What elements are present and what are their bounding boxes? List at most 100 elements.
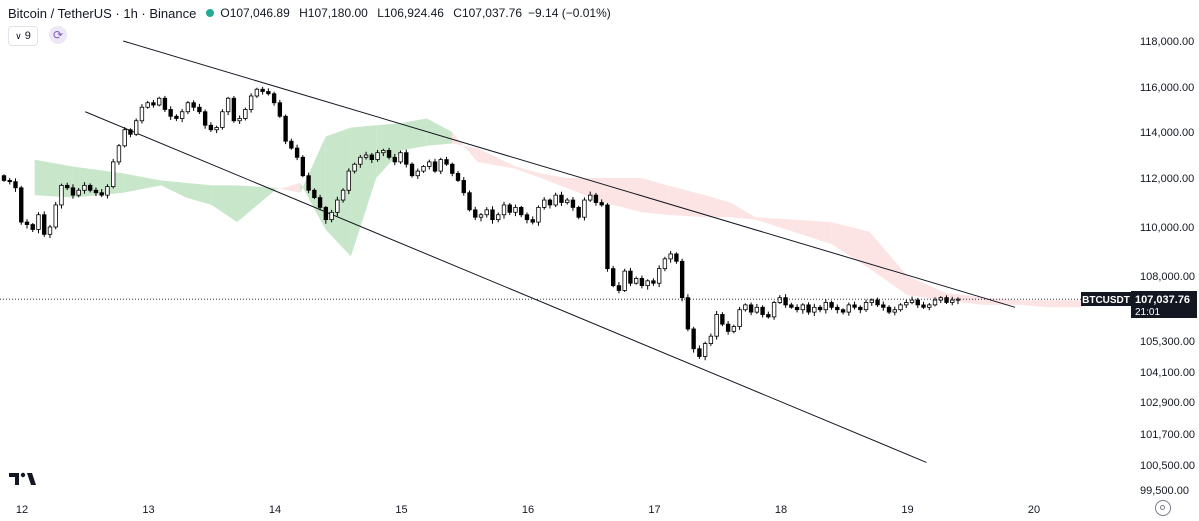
candle-body: [283, 115, 288, 142]
time-axis[interactable]: 12 13 14 15 16 17 18 19 20: [16, 504, 1040, 516]
y-tick-label: 101,700.00: [1140, 429, 1195, 441]
candle-body: [202, 111, 208, 126]
candle: [674, 252, 679, 264]
y-tick-label: 118,000.00: [1140, 36, 1194, 48]
y-tick-label: 116,000.00: [1140, 82, 1194, 94]
cloud-segment: [325, 127, 351, 257]
symbol-title[interactable]: Bitcoin / TetherUS · 1h · Binance: [8, 5, 197, 21]
indicator-toggle-button[interactable]: ∨ 9: [8, 26, 38, 46]
candle: [42, 211, 47, 237]
candle-body: [42, 214, 47, 235]
candle-body: [702, 343, 708, 357]
y-tick-label: 108,000.00: [1140, 271, 1195, 283]
tradingview-logo-icon[interactable]: [8, 470, 40, 488]
candle-body: [645, 280, 650, 287]
candle: [789, 302, 794, 309]
candle-body: [329, 211, 334, 221]
candle: [622, 268, 627, 292]
refresh-icon[interactable]: ⟳: [49, 26, 67, 44]
candle-body: [760, 306, 765, 315]
candle-body: [530, 219, 535, 223]
cloud-segment: [1021, 300, 1047, 308]
candle: [225, 96, 231, 116]
candle-body: [19, 187, 24, 223]
candle-body: [685, 297, 691, 330]
candle: [105, 184, 110, 199]
candle-body: [743, 304, 748, 311]
y-tick-label: 114,000.00: [1140, 127, 1194, 139]
candle-body: [697, 348, 702, 357]
candle: [455, 171, 461, 183]
cloud-segment: [1046, 300, 1085, 308]
low-value: 106,924.46: [383, 6, 444, 20]
trendline-lower[interactable]: [85, 111, 927, 463]
candle: [812, 303, 817, 317]
candle-body: [225, 97, 231, 113]
price-axis[interactable]: 118,000.00 116,000.00 114,000.00 112,000.00…: [1140, 36, 1195, 497]
candle-body: [300, 156, 306, 177]
candle: [444, 156, 449, 166]
candle-body: [766, 314, 771, 318]
candle-body: [892, 309, 897, 313]
candle-body: [352, 163, 357, 172]
candle: [392, 153, 397, 166]
candle: [760, 305, 765, 318]
candle-body: [248, 95, 254, 110]
candle: [927, 303, 932, 311]
candle: [47, 224, 53, 239]
candle: [151, 100, 156, 108]
trendline-upper[interactable]: [123, 40, 1016, 308]
candle: [266, 88, 271, 96]
candle: [702, 341, 708, 361]
last-price-label: 107,037.76: [1135, 294, 1190, 306]
indicator-count: 9: [24, 30, 31, 42]
change-value: −9.14 (−0.01%): [528, 6, 611, 20]
candle: [633, 276, 639, 285]
candle: [651, 278, 656, 286]
candle-body: [582, 199, 587, 218]
candle: [329, 209, 334, 223]
candle-body: [312, 189, 317, 198]
cloud-segment: [211, 185, 238, 223]
settings-icon[interactable]: [1155, 500, 1171, 516]
candle: [168, 106, 173, 121]
candle-body: [674, 253, 679, 262]
candle-body: [915, 299, 920, 306]
candle: [7, 178, 12, 185]
candle: [501, 201, 507, 219]
candle-body: [1, 175, 7, 181]
candle: [352, 162, 357, 174]
candle-body: [99, 192, 104, 196]
candle: [685, 294, 691, 332]
candle-body: [593, 194, 599, 203]
cloud-segment: [275, 182, 301, 193]
candle-body: [111, 161, 116, 187]
cloud-segment: [401, 118, 427, 151]
cloud-segment: [237, 185, 275, 223]
candle-body: [858, 306, 863, 311]
candle-body: [179, 111, 185, 119]
candle-body: [570, 199, 576, 208]
cloud-segment: [515, 166, 541, 178]
high-value: 107,180.00: [307, 6, 368, 20]
candle-body: [237, 118, 242, 122]
candle: [59, 183, 64, 209]
candle-body: [720, 314, 725, 325]
candle-body: [605, 204, 610, 270]
candle: [306, 172, 311, 194]
cloud-segment: [907, 276, 946, 301]
trendlines: [85, 40, 1016, 463]
candle-body: [128, 129, 133, 135]
ticker-tag: BTCUSDT: [1082, 295, 1130, 306]
candle: [289, 138, 294, 150]
candle: [725, 320, 731, 335]
candle: [720, 312, 725, 327]
candle-body: [794, 306, 800, 311]
candle-body: [628, 270, 633, 284]
candle-body: [231, 97, 237, 122]
candle-body: [13, 181, 18, 189]
candle-body: [800, 304, 806, 311]
candle-body: [88, 184, 93, 191]
candle: [542, 197, 547, 210]
